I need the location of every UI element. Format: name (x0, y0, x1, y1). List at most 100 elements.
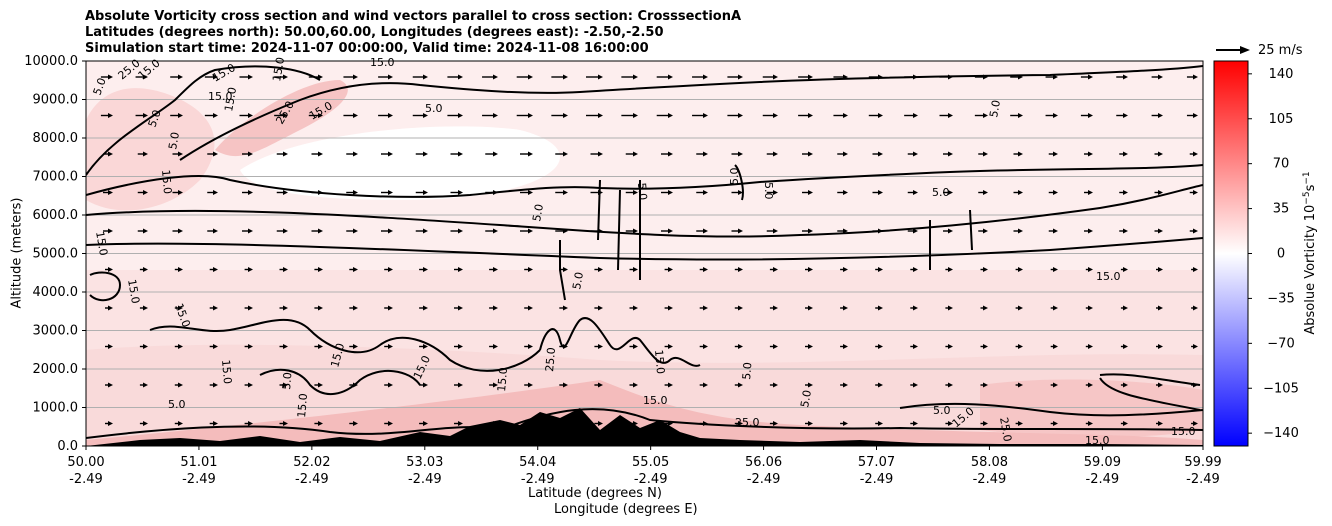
contour-label: 5.0 (166, 131, 182, 150)
wind-arrow-head (493, 190, 498, 195)
wind-arrow-head (423, 344, 428, 349)
wind-arrow-head (248, 113, 253, 118)
wind-arrow-head (283, 267, 288, 272)
wind-arrow-head (913, 267, 918, 272)
wind-arrow-head (353, 382, 358, 388)
wind-arrow-head (843, 305, 848, 311)
wind-arrow-head (983, 382, 988, 388)
wind-arrow-head (913, 113, 918, 118)
wind-arrow-head (423, 421, 428, 426)
wind-arrow-head (1018, 267, 1023, 272)
wind-arrow-head (318, 151, 323, 157)
x-tick-label-lon: -2.49 (747, 472, 781, 487)
wind-arrow-head (773, 151, 778, 157)
x-tick-label-lon: -2.49 (521, 472, 555, 487)
wind-arrow-head (458, 421, 463, 426)
quiver-key-label: 25 m/s (1258, 43, 1303, 58)
wind-arrow-head (773, 190, 778, 195)
colorbar (1213, 60, 1249, 447)
y-tick-label: 9000.0 (33, 93, 79, 108)
contour-label: 15.0 (222, 86, 239, 112)
wind-arrow-head (1053, 228, 1058, 234)
wind-arrow-head (423, 151, 428, 157)
wind-arrow-head (1088, 190, 1093, 195)
x-tick-label-lat: 53.03 (406, 455, 443, 470)
contour-label: 5.0 (570, 271, 586, 290)
wind-arrow-head (983, 190, 988, 195)
wind-arrow-head (213, 228, 218, 234)
wind-arrow-head (388, 421, 393, 426)
wind-arrow-head (563, 421, 568, 426)
wind-arrow-head (1088, 113, 1093, 118)
wind-arrow-head (808, 151, 813, 157)
wind-arrow-head (318, 228, 323, 234)
wind-arrow-head (388, 228, 393, 234)
contour-label: 25.0 (997, 416, 1014, 442)
wind-arrow-head (248, 267, 253, 272)
wind-arrow-head (318, 344, 323, 349)
wind-arrow-head (1088, 344, 1093, 349)
contour-line (899, 402, 1203, 417)
wind-arrow-head (1158, 344, 1163, 349)
colorbar-tick-label: 0 (1277, 247, 1285, 262)
wind-arrow-head (248, 421, 253, 426)
wind-arrow-head (738, 421, 743, 426)
wind-arrow-head (878, 344, 883, 349)
wind-arrow-head (1193, 344, 1198, 349)
wind-arrow-head (1053, 421, 1058, 426)
wind-arrow-head (248, 344, 253, 349)
wind-arrow-head (808, 74, 813, 80)
wind-arrow-head (318, 74, 323, 80)
wind-arrow-head (213, 421, 218, 426)
wind-arrow-head (528, 267, 533, 272)
wind-arrow-head (703, 267, 708, 272)
wind-arrow-head (773, 421, 778, 426)
wind-arrow-head (598, 421, 603, 426)
y-axis: 0.0 1000.0 2000.0 3000.0 4000.0 5000.0 6000.0 7… (24, 54, 86, 454)
wind-arrow-head (1018, 305, 1023, 311)
wind-arrow-head (1018, 190, 1023, 195)
wind-arrow-head (248, 228, 253, 234)
wind-arrow-head (458, 228, 463, 234)
wind-arrow-head (353, 190, 358, 195)
wind-arrow-head (143, 74, 148, 80)
wind-arrow-head (843, 113, 848, 118)
wind-arrow-head (563, 305, 568, 311)
wind-arrow-head (108, 344, 113, 349)
wind-arrow-head (388, 113, 393, 118)
wind-arrow-head (213, 190, 218, 195)
wind-arrow-head (738, 382, 743, 388)
contour-line (1099, 373, 1201, 411)
wind-arrow-head (668, 421, 673, 426)
wind-arrow-head (1018, 74, 1023, 80)
wind-arrow-head (948, 382, 953, 388)
y-tick-label: 7000.0 (33, 170, 79, 185)
wind-arrow-head (493, 344, 498, 349)
wind-arrow-head (353, 344, 358, 349)
x-tick-label-lat: 57.07 (858, 455, 895, 470)
wind-arrow-head (353, 113, 358, 118)
wind-arrow-head (948, 305, 953, 311)
wind-arrow-head (458, 190, 463, 195)
wind-arrow-head (283, 305, 288, 311)
wind-arrow-head (1193, 113, 1198, 118)
wind-arrow-head (703, 421, 708, 426)
x-axis-label-latitude: Latitude (degrees N) (528, 486, 662, 501)
wind-arrow-head (633, 305, 638, 311)
x-axis-label-longitude: Longitude (degrees E) (554, 502, 698, 517)
wind-arrow-head (633, 382, 638, 388)
wind-arrow-head (353, 421, 358, 426)
contour-label: 15.0 (370, 56, 395, 69)
wind-arrow-head (108, 74, 113, 80)
contour-label: 15.0 (159, 169, 174, 195)
y-tick-label: 8000.0 (33, 131, 79, 146)
wind-arrow-head (178, 382, 183, 388)
wind-arrow-head (388, 382, 393, 388)
wind-arrow-head (528, 421, 533, 426)
x-tick-label-lon: -2.49 (634, 472, 668, 487)
wind-arrow-head (143, 151, 148, 157)
wind-arrow-head (108, 151, 113, 157)
wind-arrow-head (248, 74, 253, 80)
wind-arrow-head (318, 305, 323, 311)
wind-arrow-head (808, 190, 813, 195)
